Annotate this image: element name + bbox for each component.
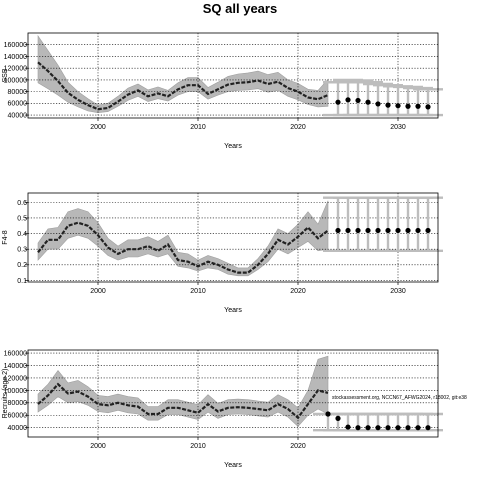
panel-1-projection-point-2033 [425, 104, 431, 110]
panel-2-projection-point-2027 [365, 227, 371, 234]
panel-2-projection-point-2031 [405, 227, 411, 234]
panel-1-x-tick-label-2010: 2010 [190, 124, 206, 131]
panel-2-projection-point-2024 [335, 227, 341, 234]
panel-1-y-tick-label-140000: 140000 [4, 54, 27, 61]
panel-1-x-tick-label-2000: 2000 [90, 124, 106, 131]
panel-2-y-tick-label-0.3: 0.3 [17, 247, 27, 254]
panel-1-y-tick-label-160000: 160000 [4, 42, 27, 49]
panel-2-projection-point-2033 [425, 227, 431, 234]
panel-3-projection-point-2023 [325, 411, 331, 417]
panel-3-projection-point-2029 [385, 425, 391, 431]
panel-1-projection-point-2025 [345, 97, 351, 103]
panel-2-projection-point-2032 [415, 227, 421, 234]
panel-2-x-tick-label-2030: 2030 [390, 288, 406, 295]
panel-3-projection-point-2030 [395, 425, 401, 431]
panel-3-y-tick-label-40000: 40000 [8, 425, 28, 432]
panel-3-y-tick-label-60000: 60000 [8, 413, 28, 420]
panel-3-confidence-band [37, 355, 329, 427]
panel-2-x-tick-label-2020: 2020 [290, 288, 306, 295]
panel-3-projection-point-2024 [335, 415, 341, 421]
panel-3-y-tick-label-160000: 160000 [4, 351, 27, 358]
panel-2-projection-point-2030 [395, 227, 401, 234]
panel-3-projection-point-2026 [355, 425, 361, 431]
panel-2-x-tick-label-2000: 2000 [90, 288, 106, 295]
panel-3-projection-point-2027 [365, 425, 371, 431]
panel-2-x-axis-label: Years [224, 307, 242, 314]
panel-3-projection-point-2033 [425, 425, 431, 431]
panel-3-y-tick-label-120000: 120000 [4, 375, 27, 382]
panel-2-projection-point-2029 [385, 227, 391, 234]
panel-1-y-tick-label-80000: 80000 [8, 89, 28, 96]
panel-1-projection-point-2030 [395, 103, 401, 109]
panel-1-projection-point-2032 [415, 103, 421, 109]
panel-1-y-tick-label-60000: 60000 [8, 101, 28, 108]
panel-1-y-tick-label-100000: 100000 [4, 77, 27, 84]
panel-3-projection-point-2025 [345, 424, 351, 430]
panel-1-y-axis-label: SSB [2, 68, 9, 82]
panel-2-y-tick-label-0.5: 0.5 [17, 215, 27, 222]
panel-1-x-axis-label: Years [224, 143, 242, 150]
panel-3-projection-point-2032 [415, 425, 421, 431]
panel-3-frame [27, 349, 439, 438]
panel-3-x-tick-label-2010: 2010 [190, 443, 206, 450]
panel-1-projection-point-2026 [355, 97, 361, 104]
panel-3-y-axis-label: Recruits (age 2) [2, 369, 9, 419]
panel-1-confidence-band [37, 34, 329, 114]
panel-2-y-tick-label-0.2: 0.2 [17, 262, 27, 269]
panel-2-projection-point-2025 [345, 227, 351, 234]
panel-2-projection-point-2026 [355, 227, 361, 234]
panel-3-projection-point-2028 [375, 425, 381, 431]
panel-2-y-axis-label: F4-8 [2, 230, 9, 245]
panel-3-y-tick-label-80000: 80000 [8, 400, 28, 407]
panel-3-estimate-line [37, 382, 329, 420]
panel-3-x-tick-label-2000: 2000 [90, 443, 106, 450]
panel-1-x-tick-label-2030: 2030 [390, 124, 406, 131]
panel-1-projection-point-2024 [335, 99, 341, 105]
panel-2-frame [27, 192, 439, 283]
panel-2-y-tick-label-0.6: 0.6 [17, 200, 27, 207]
panel-2-y-tick-label-0.1: 0.1 [17, 278, 27, 285]
panel-2-projection-point-2028 [375, 227, 381, 234]
panel-3-y-tick-label-100000: 100000 [4, 388, 27, 395]
panel-3-projection-point-2031 [405, 425, 411, 431]
panel-3-x-tick-label-2020: 2020 [290, 443, 306, 450]
panel-1-projection-point-2029 [385, 102, 391, 108]
panel-2-estimate-line [37, 221, 329, 274]
panel-3-x-axis-label: Years [224, 462, 242, 469]
panel-1-y-tick-label-40000: 40000 [8, 112, 28, 119]
panel-1-projection-point-2028 [375, 101, 381, 107]
panel-3-y-tick-label-140000: 140000 [4, 363, 27, 370]
figure-title: SQ all years [203, 1, 277, 16]
panel-2-y-tick-label-0.4: 0.4 [17, 231, 27, 238]
panel-2-x-tick-label-2010: 2010 [190, 288, 206, 295]
panel-3-annotation: stockassessment.org, NCCN67_AFWG2024, r1… [332, 395, 467, 401]
panel-1-projection-point-2031 [405, 103, 411, 109]
panel-1-projection-point-2027 [365, 99, 371, 105]
panel-1-frame [27, 32, 439, 119]
panel-1-y-tick-label-120000: 120000 [4, 66, 27, 73]
panel-1-x-tick-label-2020: 2020 [290, 124, 306, 131]
panel-1-estimate-line [37, 61, 329, 111]
